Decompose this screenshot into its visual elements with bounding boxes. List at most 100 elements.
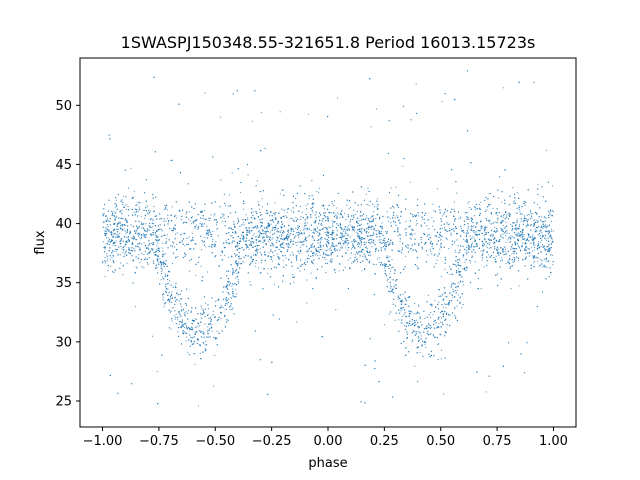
data-point [537,241,540,243]
data-point [121,199,123,201]
data-point [380,247,382,249]
data-point [411,234,413,236]
data-point [461,307,463,309]
data-point [145,223,147,225]
data-point [135,256,137,258]
data-point [192,222,195,224]
data-point [467,249,469,251]
data-point [148,248,150,250]
data-point [379,230,381,232]
data-point [126,231,128,233]
data-point [549,212,551,214]
data-point [211,240,214,243]
data-point [459,282,461,284]
data-point [333,245,335,248]
data-point [547,225,549,227]
data-point [224,254,226,256]
data-point [315,253,318,255]
data-point [503,214,505,216]
data-point [262,206,264,208]
data-point [446,312,448,314]
data-point [430,250,432,252]
data-point [487,219,490,221]
data-point [186,336,188,338]
data-point [185,213,187,215]
data-point [123,245,125,247]
data-point [486,264,488,266]
data-point [203,313,205,315]
data-point [202,332,204,334]
data-point [502,230,504,232]
data-point [235,270,237,272]
data-point [348,228,350,230]
data-point [235,277,237,279]
data-point [344,231,346,233]
data-point [152,197,154,199]
data-point [441,310,443,312]
data-point [185,332,187,334]
data-point [103,260,105,262]
data-point [176,243,178,245]
data-point [482,250,484,252]
data-point [384,247,386,250]
data-point [332,223,334,225]
data-point [281,229,283,231]
data-point [411,341,413,343]
data-point [492,207,494,209]
data-point [410,238,412,240]
data-point [386,242,388,244]
data-point [125,232,127,234]
data-point [255,211,257,213]
data-point [174,318,176,320]
data-point [257,227,259,229]
data-point [257,225,259,228]
data-point [232,270,234,272]
data-point [168,327,171,329]
data-point [351,262,353,264]
data-point [429,234,431,236]
data-point [351,240,353,243]
data-point [313,246,315,248]
data-point [331,260,333,262]
data-point [228,298,230,300]
data-point [252,241,255,243]
data-point [190,240,192,242]
data-point [488,244,490,246]
data-point [288,244,291,246]
data-point [394,319,396,321]
data-point [293,202,295,204]
data-point [259,232,261,234]
data-point [223,217,225,219]
data-point [274,216,276,218]
data-point [175,323,177,325]
data-point [306,222,308,224]
data-point [384,267,386,269]
data-point [146,231,148,233]
data-point [386,255,388,257]
data-point [368,252,371,254]
data-point [162,250,164,252]
data-point [291,202,293,204]
data-point [243,237,245,239]
data-point [446,221,448,223]
data-point [293,230,295,232]
data-point [427,234,429,236]
data-point [112,244,114,246]
data-point [307,249,309,251]
data-point [185,253,187,256]
data-point [459,297,461,299]
data-point [165,302,167,304]
data-point [258,234,261,236]
data-point [236,272,238,274]
data-point [387,215,389,218]
data-point [454,240,456,243]
data-point [429,248,431,250]
data-point [181,319,184,321]
data-point [251,120,253,122]
data-point [116,228,118,230]
data-point [414,365,416,367]
data-point [479,212,481,215]
data-point [259,211,261,214]
data-point [419,331,421,333]
